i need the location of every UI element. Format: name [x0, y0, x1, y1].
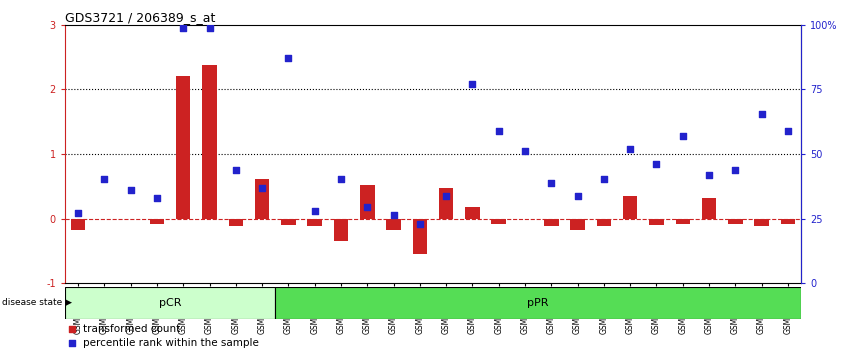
Bar [465, 207, 480, 219]
Bar [439, 188, 454, 219]
Bar [255, 178, 269, 219]
Point [518, 148, 532, 154]
Point [702, 172, 716, 177]
Point [493, 269, 507, 275]
Point [71, 211, 85, 216]
Point [413, 221, 427, 227]
Text: GDS3721 / 206389_s_at: GDS3721 / 206389_s_at [65, 11, 216, 24]
Point [439, 193, 453, 199]
Bar [728, 219, 742, 224]
Point [255, 185, 269, 190]
Point [754, 111, 768, 117]
Point [545, 180, 559, 186]
Bar [65, 287, 275, 319]
Bar [203, 65, 216, 219]
Point [493, 141, 507, 146]
Bar [544, 219, 559, 226]
Bar [623, 196, 637, 219]
Point [229, 167, 242, 173]
Bar [307, 219, 322, 226]
Bar [780, 219, 795, 224]
Point [781, 129, 795, 134]
Bar [275, 287, 801, 319]
Point [675, 133, 689, 139]
Bar [650, 219, 663, 225]
Point [203, 25, 216, 31]
Bar [71, 219, 86, 230]
Bar [701, 198, 716, 219]
Point [98, 176, 112, 181]
Text: pCR: pCR [158, 298, 181, 308]
Bar [492, 219, 506, 224]
Bar [150, 219, 165, 224]
Bar [412, 219, 427, 254]
Point [466, 81, 480, 87]
Bar [754, 219, 769, 226]
Point [624, 146, 637, 152]
Bar [597, 219, 611, 226]
Bar [675, 219, 690, 224]
Point [334, 176, 348, 181]
Bar [571, 219, 585, 230]
Bar [360, 185, 374, 219]
Point [177, 25, 191, 31]
Point [650, 161, 663, 166]
Bar [176, 76, 191, 219]
Text: pPR: pPR [527, 298, 549, 308]
Text: transformed count: transformed count [83, 324, 181, 334]
Point [124, 187, 138, 192]
Point [597, 176, 611, 181]
Point [281, 56, 295, 61]
Bar [229, 219, 243, 226]
Point [492, 129, 506, 134]
Point [150, 195, 164, 201]
Point [728, 167, 742, 173]
Bar [386, 219, 401, 230]
Text: disease state ▶: disease state ▶ [2, 298, 72, 307]
Point [386, 212, 400, 218]
Bar [333, 219, 348, 241]
Text: percentile rank within the sample: percentile rank within the sample [83, 338, 259, 348]
Point [360, 204, 374, 210]
Point [307, 208, 321, 214]
Point [571, 193, 585, 199]
Bar [281, 219, 295, 225]
